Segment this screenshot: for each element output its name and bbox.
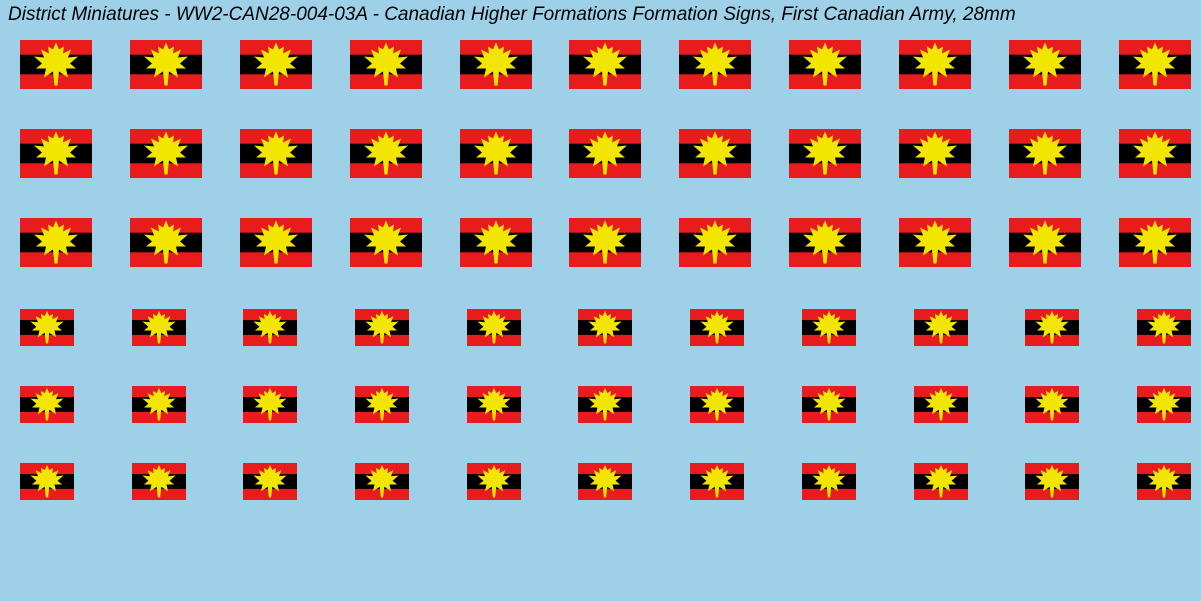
decal-row [20,218,1191,267]
formation-sign-decal [132,386,186,423]
formation-sign-decal [1009,218,1081,267]
decal-row [20,40,1191,89]
formation-sign-decal [20,309,74,346]
formation-sign-decal [1009,40,1081,89]
formation-sign-decal [243,386,297,423]
formation-sign-decal [355,463,409,500]
decal-row [20,386,1191,423]
formation-sign-decal [130,129,202,178]
formation-sign-decal [690,463,744,500]
formation-sign-decal [240,40,312,89]
formation-sign-decal [1119,218,1191,267]
formation-sign-decal [789,129,861,178]
formation-sign-decal [578,309,632,346]
formation-sign-decal [355,386,409,423]
formation-sign-decal [460,218,532,267]
formation-sign-decal [20,218,92,267]
formation-sign-decal [240,129,312,178]
formation-sign-decal [914,463,968,500]
decal-sheet: District Miniatures - WW2-CAN28-004-03A … [0,0,1201,601]
formation-sign-decal [1119,129,1191,178]
formation-sign-decal [240,218,312,267]
formation-sign-decal [132,309,186,346]
formation-sign-decal [132,463,186,500]
formation-sign-decal [679,218,751,267]
formation-sign-decal [679,40,751,89]
formation-sign-decal [569,218,641,267]
formation-sign-decal [1009,129,1081,178]
formation-sign-decal [467,386,521,423]
formation-sign-decal [20,463,74,500]
decal-grid [20,40,1191,601]
sheet-title: District Miniatures - WW2-CAN28-004-03A … [8,4,1016,26]
formation-sign-decal [914,386,968,423]
formation-sign-decal [1025,309,1079,346]
formation-sign-decal [569,129,641,178]
formation-sign-decal [1025,386,1079,423]
formation-sign-decal [578,386,632,423]
formation-sign-decal [569,40,641,89]
formation-sign-decal [578,463,632,500]
formation-sign-decal [20,40,92,89]
formation-sign-decal [243,463,297,500]
formation-sign-decal [350,218,422,267]
formation-sign-decal [690,386,744,423]
decal-row [20,463,1191,500]
formation-sign-decal [460,40,532,89]
formation-sign-decal [1137,463,1191,500]
decal-row [20,309,1191,346]
formation-sign-decal [802,309,856,346]
formation-sign-decal [130,218,202,267]
formation-sign-decal [130,40,202,89]
formation-sign-decal [690,309,744,346]
formation-sign-decal [243,309,297,346]
formation-sign-decal [899,129,971,178]
formation-sign-decal [789,218,861,267]
formation-sign-decal [1137,386,1191,423]
formation-sign-decal [899,40,971,89]
decal-row [20,129,1191,178]
formation-sign-decal [467,309,521,346]
formation-sign-decal [679,129,751,178]
formation-sign-decal [1025,463,1079,500]
formation-sign-decal [355,309,409,346]
formation-sign-decal [914,309,968,346]
formation-sign-decal [1137,309,1191,346]
formation-sign-decal [350,40,422,89]
formation-sign-decal [789,40,861,89]
formation-sign-decal [802,463,856,500]
formation-sign-decal [1119,40,1191,89]
formation-sign-decal [467,463,521,500]
formation-sign-decal [802,386,856,423]
formation-sign-decal [899,218,971,267]
formation-sign-decal [350,129,422,178]
formation-sign-decal [20,129,92,178]
formation-sign-decal [20,386,74,423]
formation-sign-decal [460,129,532,178]
